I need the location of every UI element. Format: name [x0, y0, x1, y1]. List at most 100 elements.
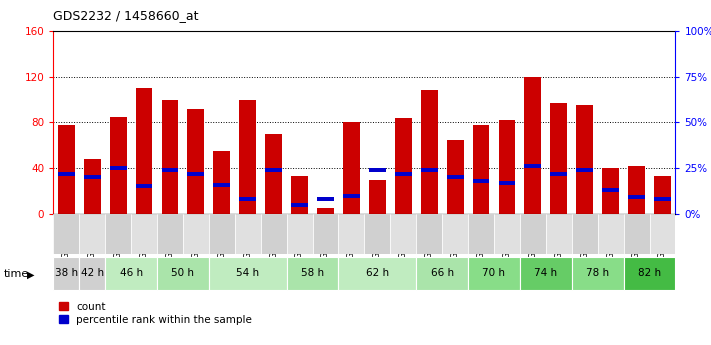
- Bar: [525, 164, 541, 168]
- Bar: [364, 214, 390, 254]
- Bar: [161, 168, 178, 172]
- Bar: [447, 140, 464, 214]
- Bar: [265, 134, 282, 214]
- Bar: [84, 159, 101, 214]
- Text: 38 h: 38 h: [55, 268, 77, 278]
- Bar: [343, 194, 360, 198]
- Bar: [338, 257, 416, 290]
- Bar: [343, 122, 360, 214]
- Bar: [338, 214, 364, 254]
- Bar: [546, 214, 572, 254]
- Bar: [287, 214, 313, 254]
- Bar: [494, 214, 520, 254]
- Text: 54 h: 54 h: [236, 268, 260, 278]
- Bar: [287, 257, 338, 290]
- Text: 46 h: 46 h: [119, 268, 143, 278]
- Text: 62 h: 62 h: [365, 268, 389, 278]
- Bar: [473, 179, 489, 183]
- Text: 82 h: 82 h: [638, 268, 661, 278]
- Text: 66 h: 66 h: [431, 268, 454, 278]
- Bar: [550, 172, 567, 176]
- Text: 42 h: 42 h: [80, 268, 104, 278]
- Bar: [53, 257, 79, 290]
- Bar: [292, 176, 308, 214]
- Text: GDS2232 / 1458660_at: GDS2232 / 1458660_at: [53, 9, 199, 22]
- Bar: [602, 168, 619, 214]
- Text: 50 h: 50 h: [171, 268, 194, 278]
- Bar: [395, 172, 412, 176]
- Bar: [416, 214, 442, 254]
- Text: 74 h: 74 h: [534, 268, 557, 278]
- Bar: [53, 214, 79, 254]
- Bar: [79, 214, 105, 254]
- Bar: [390, 214, 416, 254]
- Bar: [188, 109, 204, 214]
- Bar: [421, 168, 437, 172]
- Legend: count, percentile rank within the sample: count, percentile rank within the sample: [58, 302, 252, 325]
- Bar: [79, 257, 105, 290]
- Bar: [473, 125, 489, 214]
- Bar: [84, 175, 101, 179]
- Bar: [550, 103, 567, 214]
- Bar: [183, 214, 209, 254]
- Bar: [157, 214, 183, 254]
- Text: 78 h: 78 h: [586, 268, 609, 278]
- Bar: [157, 257, 209, 290]
- Bar: [447, 175, 464, 179]
- Bar: [577, 105, 593, 214]
- Bar: [602, 188, 619, 192]
- Bar: [498, 120, 515, 214]
- Bar: [209, 257, 287, 290]
- Bar: [292, 203, 308, 207]
- Bar: [520, 257, 572, 290]
- Bar: [261, 214, 287, 254]
- Bar: [650, 214, 675, 254]
- Text: 70 h: 70 h: [483, 268, 506, 278]
- Bar: [369, 168, 386, 172]
- Bar: [240, 100, 256, 214]
- Bar: [468, 257, 520, 290]
- Bar: [628, 196, 645, 199]
- Text: time: time: [4, 269, 29, 279]
- Bar: [421, 90, 437, 214]
- Text: 58 h: 58 h: [301, 268, 324, 278]
- Bar: [131, 214, 157, 254]
- Bar: [136, 88, 152, 214]
- Bar: [369, 180, 386, 214]
- Bar: [628, 166, 645, 214]
- Bar: [58, 125, 75, 214]
- Bar: [188, 172, 204, 176]
- Bar: [235, 214, 261, 254]
- Bar: [240, 197, 256, 201]
- Bar: [654, 197, 671, 201]
- Bar: [416, 257, 468, 290]
- Bar: [598, 214, 624, 254]
- Bar: [265, 168, 282, 172]
- Bar: [58, 172, 75, 176]
- Bar: [395, 118, 412, 214]
- Bar: [572, 257, 624, 290]
- Bar: [213, 183, 230, 187]
- Bar: [105, 257, 157, 290]
- Bar: [109, 166, 127, 170]
- Bar: [105, 214, 131, 254]
- Text: ▶: ▶: [27, 270, 35, 279]
- Bar: [468, 214, 494, 254]
- Bar: [520, 214, 546, 254]
- Bar: [577, 168, 593, 172]
- Bar: [624, 257, 675, 290]
- Bar: [213, 151, 230, 214]
- Bar: [209, 214, 235, 254]
- Bar: [136, 185, 152, 188]
- Bar: [317, 208, 334, 214]
- Bar: [654, 176, 671, 214]
- Bar: [442, 214, 468, 254]
- Bar: [109, 117, 127, 214]
- Bar: [317, 197, 334, 201]
- Bar: [572, 214, 598, 254]
- Bar: [525, 77, 541, 214]
- Bar: [161, 100, 178, 214]
- Bar: [313, 214, 338, 254]
- Bar: [498, 181, 515, 185]
- Bar: [624, 214, 650, 254]
